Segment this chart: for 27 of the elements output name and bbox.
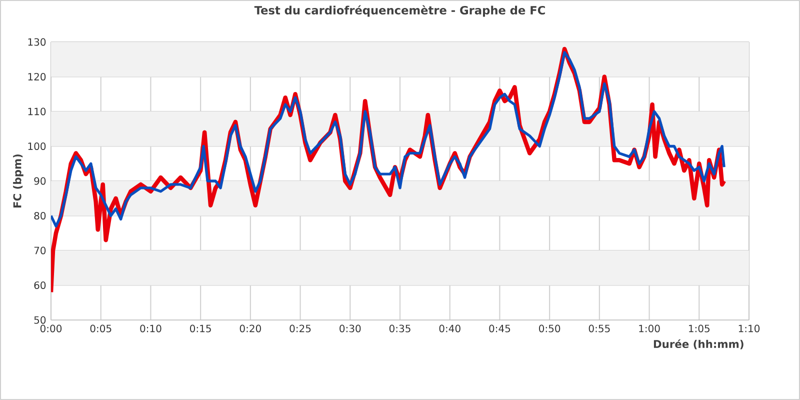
- x-tick-label: 0:20: [240, 324, 261, 332]
- x-tick-label: 0:35: [389, 324, 410, 332]
- x-axis-title: Durée (hh:mm): [654, 339, 744, 350]
- y-tick-label: 120: [28, 72, 46, 81]
- y-tick-label: 100: [28, 142, 46, 150]
- x-tick-label: 0:30: [340, 324, 361, 332]
- x-tick-label: 0:50: [539, 324, 560, 332]
- chart-title: Test du cardiofréquencemètre - Graphe de FC: [254, 5, 545, 17]
- x-tick-label: 0:25: [290, 324, 311, 332]
- x-tick-label: 0:10: [140, 324, 162, 332]
- x-tick-label: 1:10: [738, 324, 760, 332]
- y-tick-label: 60: [34, 281, 46, 290]
- x-tick-label: 0:00: [40, 324, 62, 332]
- x-tick-label: 0:05: [90, 324, 112, 332]
- x-tick-label: 0:45: [489, 324, 510, 332]
- y-tick-label: 70: [34, 246, 46, 254]
- y-axis-title: FC (bpm): [13, 154, 24, 208]
- y-tick-label: 80: [34, 212, 46, 220]
- x-tick-label: 0:40: [439, 324, 460, 332]
- x-tick-label: 0:15: [190, 324, 211, 332]
- x-tick-label: 1:00: [639, 324, 660, 332]
- y-tick-label: 90: [34, 177, 46, 185]
- x-tick-label: 1:05: [689, 324, 710, 332]
- y-tick-label: 110: [28, 108, 46, 116]
- y-tick-label: 50: [34, 316, 46, 324]
- x-tick-label: 0:55: [588, 324, 610, 332]
- y-tick-label: 130: [28, 38, 46, 46]
